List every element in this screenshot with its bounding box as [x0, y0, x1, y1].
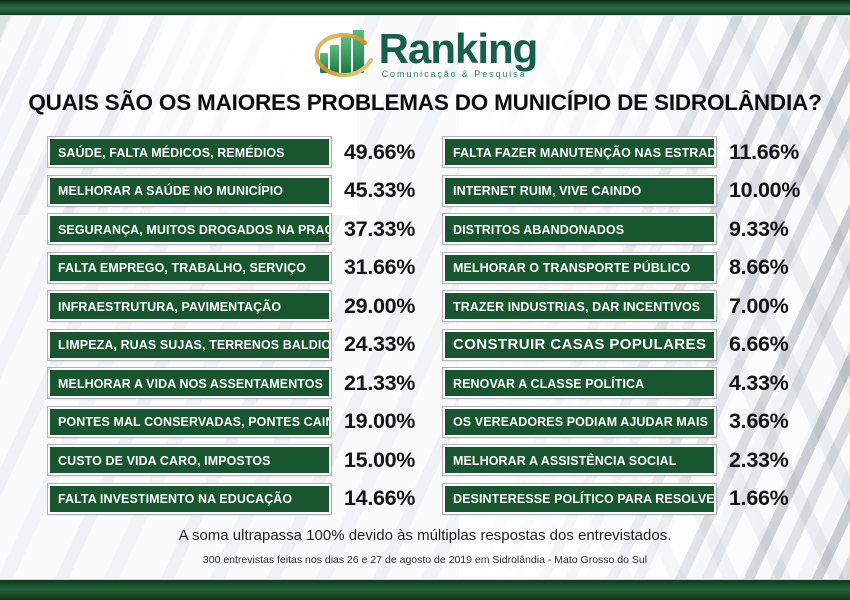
bar-label: TRAZER INDUSTRIAS, DAR INCENTIVOS [453, 298, 701, 314]
chart-row: TRAZER INDUSTRIAS, DAR INCENTIVOS 7.00% [443, 291, 843, 321]
bar-value: 31.66% [344, 255, 416, 279]
chart-row: RENOVAR A CLASSE POLÍTICA 4.33% [443, 368, 843, 398]
chart-row: MELHORAR O TRANSPORTE PÚBLICO 8.66% [443, 252, 843, 283]
chart-row: OS VEREADORES PODIAM AJUDAR MAIS 3.66% [443, 406, 843, 437]
bar-label: DISTRITOS ABANDONADOS [453, 221, 625, 237]
bar-label: PONTES MAL CONSERVADAS, PONTES CAINDO [58, 414, 331, 429]
bar-value: 4.33% [729, 370, 789, 395]
bar-value: 29.00% [344, 293, 416, 318]
bar: INTERNET RUIM, VIVE CAINDO [443, 175, 716, 206]
chart-row: FALTA INVESTIMENTO NA EDUCAÇÃO 14.66% [48, 483, 442, 514]
chart-row: CONSTRUIR CASAS POPULARES 6.66% [443, 329, 843, 360]
bar: LIMPEZA, RUAS SUJAS, TERRENOS BALDIOS [48, 329, 331, 360]
bar-value: 45.33% [344, 178, 416, 202]
bar-label: MELHORAR A SAÚDE NO MUNICÍPIO [58, 183, 284, 198]
bar: DESINTERESSE POLÍTICO PARA RESOLVER [443, 483, 716, 514]
chart-row: SEGURANÇA, MUITOS DROGADOS NA PRAÇA 37.3… [48, 214, 442, 244]
bar-value: 1.66% [729, 486, 789, 510]
chart-row: PONTES MAL CONSERVADAS, PONTES CAINDO 19… [48, 406, 442, 437]
chart-row: MELHORAR A ASSISTÊNCIA SOCIAL 2.33% [443, 445, 843, 475]
methodology-note: 300 entrevistas feitas nos dias 26 e 27 … [202, 554, 648, 566]
bar: MELHORAR A VIDA NOS ASSENTAMENTOS [48, 368, 331, 398]
chart-row: MELHORAR A SAÚDE NO MUNICÍPIO 45.33% [48, 175, 442, 206]
bar-label: FALTA FAZER MANUTENÇÃO NAS ESTRADAS [453, 144, 716, 160]
bar: CUSTO DE VIDA CARO, IMPOSTOS [48, 445, 331, 475]
bar: RENOVAR A CLASSE POLÍTICA [443, 368, 716, 398]
chart-column-right: FALTA FAZER MANUTENÇÃO NAS ESTRADAS 11.6… [443, 137, 843, 522]
bar: DISTRITOS ABANDONADOS [443, 214, 716, 244]
bar-value: 49.66% [344, 139, 416, 164]
bar-value: 21.33% [344, 370, 416, 395]
bar: MELHORAR A SAÚDE NO MUNICÍPIO [48, 175, 331, 206]
chart-row: DESINTERESSE POLÍTICO PARA RESOLVER 1.66… [443, 483, 843, 514]
top-green-band [0, 0, 850, 16]
bar: MELHORAR A ASSISTÊNCIA SOCIAL [443, 445, 716, 475]
bar-value: 14.66% [344, 486, 416, 510]
bar: FALTA INVESTIMENTO NA EDUCAÇÃO [48, 483, 331, 514]
bar-value: 2.33% [729, 447, 789, 472]
bar: PONTES MAL CONSERVADAS, PONTES CAINDO [48, 406, 331, 437]
bar-label: CUSTO DE VIDA CARO, IMPOSTOS [58, 452, 271, 468]
chart-row: CUSTO DE VIDA CARO, IMPOSTOS 15.00% [48, 445, 442, 475]
chart-row: MELHORAR A VIDA NOS ASSENTAMENTOS 21.33% [48, 368, 442, 398]
bar-label: FALTA INVESTIMENTO NA EDUCAÇÃO [58, 491, 293, 506]
bar-label: MELHORAR O TRANSPORTE PÚBLICO [453, 260, 691, 275]
bar-label: SAÚDE, FALTA MÉDICOS, REMÉDIOS [58, 144, 285, 160]
bar-value: 37.33% [344, 216, 416, 241]
bar-value: 8.66% [729, 255, 789, 279]
bar-label: DESINTERESSE POLÍTICO PARA RESOLVER [453, 491, 716, 506]
bar: CONSTRUIR CASAS POPULARES [443, 329, 716, 360]
bar-label: MELHORAR A VIDA NOS ASSENTAMENTOS [58, 375, 324, 391]
bar-label: CONSTRUIR CASAS POPULARES [453, 336, 707, 353]
ranking-logo: Ranking Comunicação & Pesquisa [0, 22, 850, 86]
page-title: QUAIS SÃO OS MAIORES PROBLEMAS DO MUNICÍ… [28, 90, 822, 115]
bar-value: 9.33% [729, 216, 789, 241]
bar: TRAZER INDUSTRIAS, DAR INCENTIVOS [443, 291, 716, 321]
bar-label: INFRAESTRUTURA, PAVIMENTAÇÃO [58, 298, 282, 314]
chart-row: SAÚDE, FALTA MÉDICOS, REMÉDIOS 49.66% [48, 137, 442, 167]
bar-value: 19.00% [344, 409, 416, 433]
bar-label: MELHORAR A ASSISTÊNCIA SOCIAL [453, 452, 677, 468]
footnote: A soma ultrapassa 100% devido às múltipl… [178, 527, 672, 544]
bar-value: 7.00% [729, 293, 789, 318]
bar-label: RENOVAR A CLASSE POLÍTICA [453, 375, 645, 391]
bar-label: OS VEREADORES PODIAM AJUDAR MAIS [453, 414, 709, 429]
bar: FALTA EMPREGO, TRABALHO, SERVIÇO [48, 252, 331, 283]
bar-value: 24.33% [344, 332, 416, 356]
bottom-green-band [0, 579, 850, 600]
bar: FALTA FAZER MANUTENÇÃO NAS ESTRADAS [443, 137, 716, 167]
bar: SEGURANÇA, MUITOS DROGADOS NA PRAÇA [48, 214, 331, 244]
bar-label: LIMPEZA, RUAS SUJAS, TERRENOS BALDIOS [58, 337, 331, 352]
bar: OS VEREADORES PODIAM AJUDAR MAIS [443, 406, 716, 437]
logo-wordmark: Ranking [378, 24, 539, 72]
bar-value: 10.00% [729, 178, 801, 202]
bar-label: INTERNET RUIM, VIVE CAINDO [453, 183, 642, 198]
chart-row: INTERNET RUIM, VIVE CAINDO 10.00% [443, 175, 843, 206]
chart-row: LIMPEZA, RUAS SUJAS, TERRENOS BALDIOS 24… [48, 329, 442, 360]
chart-row: DISTRITOS ABANDONADOS 9.33% [443, 214, 843, 244]
chart-row: FALTA EMPREGO, TRABALHO, SERVIÇO 31.66% [48, 252, 442, 283]
bar-value: 11.66% [729, 139, 799, 164]
bar-label: FALTA EMPREGO, TRABALHO, SERVIÇO [58, 260, 307, 275]
bar-value: 6.66% [729, 332, 789, 356]
bar: MELHORAR O TRANSPORTE PÚBLICO [443, 252, 716, 283]
bar: SAÚDE, FALTA MÉDICOS, REMÉDIOS [48, 137, 331, 167]
chart-column-left: SAÚDE, FALTA MÉDICOS, REMÉDIOS 49.66% ME… [48, 137, 442, 522]
bar-value: 15.00% [344, 447, 416, 472]
bar-label: SEGURANÇA, MUITOS DROGADOS NA PRAÇA [58, 221, 331, 237]
bar-value: 3.66% [729, 409, 789, 433]
logo-subtitle: Comunicação & Pesquisa [381, 69, 527, 80]
chart-row: INFRAESTRUTURA, PAVIMENTAÇÃO 29.00% [48, 291, 442, 321]
bar: INFRAESTRUTURA, PAVIMENTAÇÃO [48, 291, 331, 321]
chart-row: FALTA FAZER MANUTENÇÃO NAS ESTRADAS 11.6… [443, 137, 843, 167]
bar-chart-gold-swoosh-icon [313, 25, 375, 83]
